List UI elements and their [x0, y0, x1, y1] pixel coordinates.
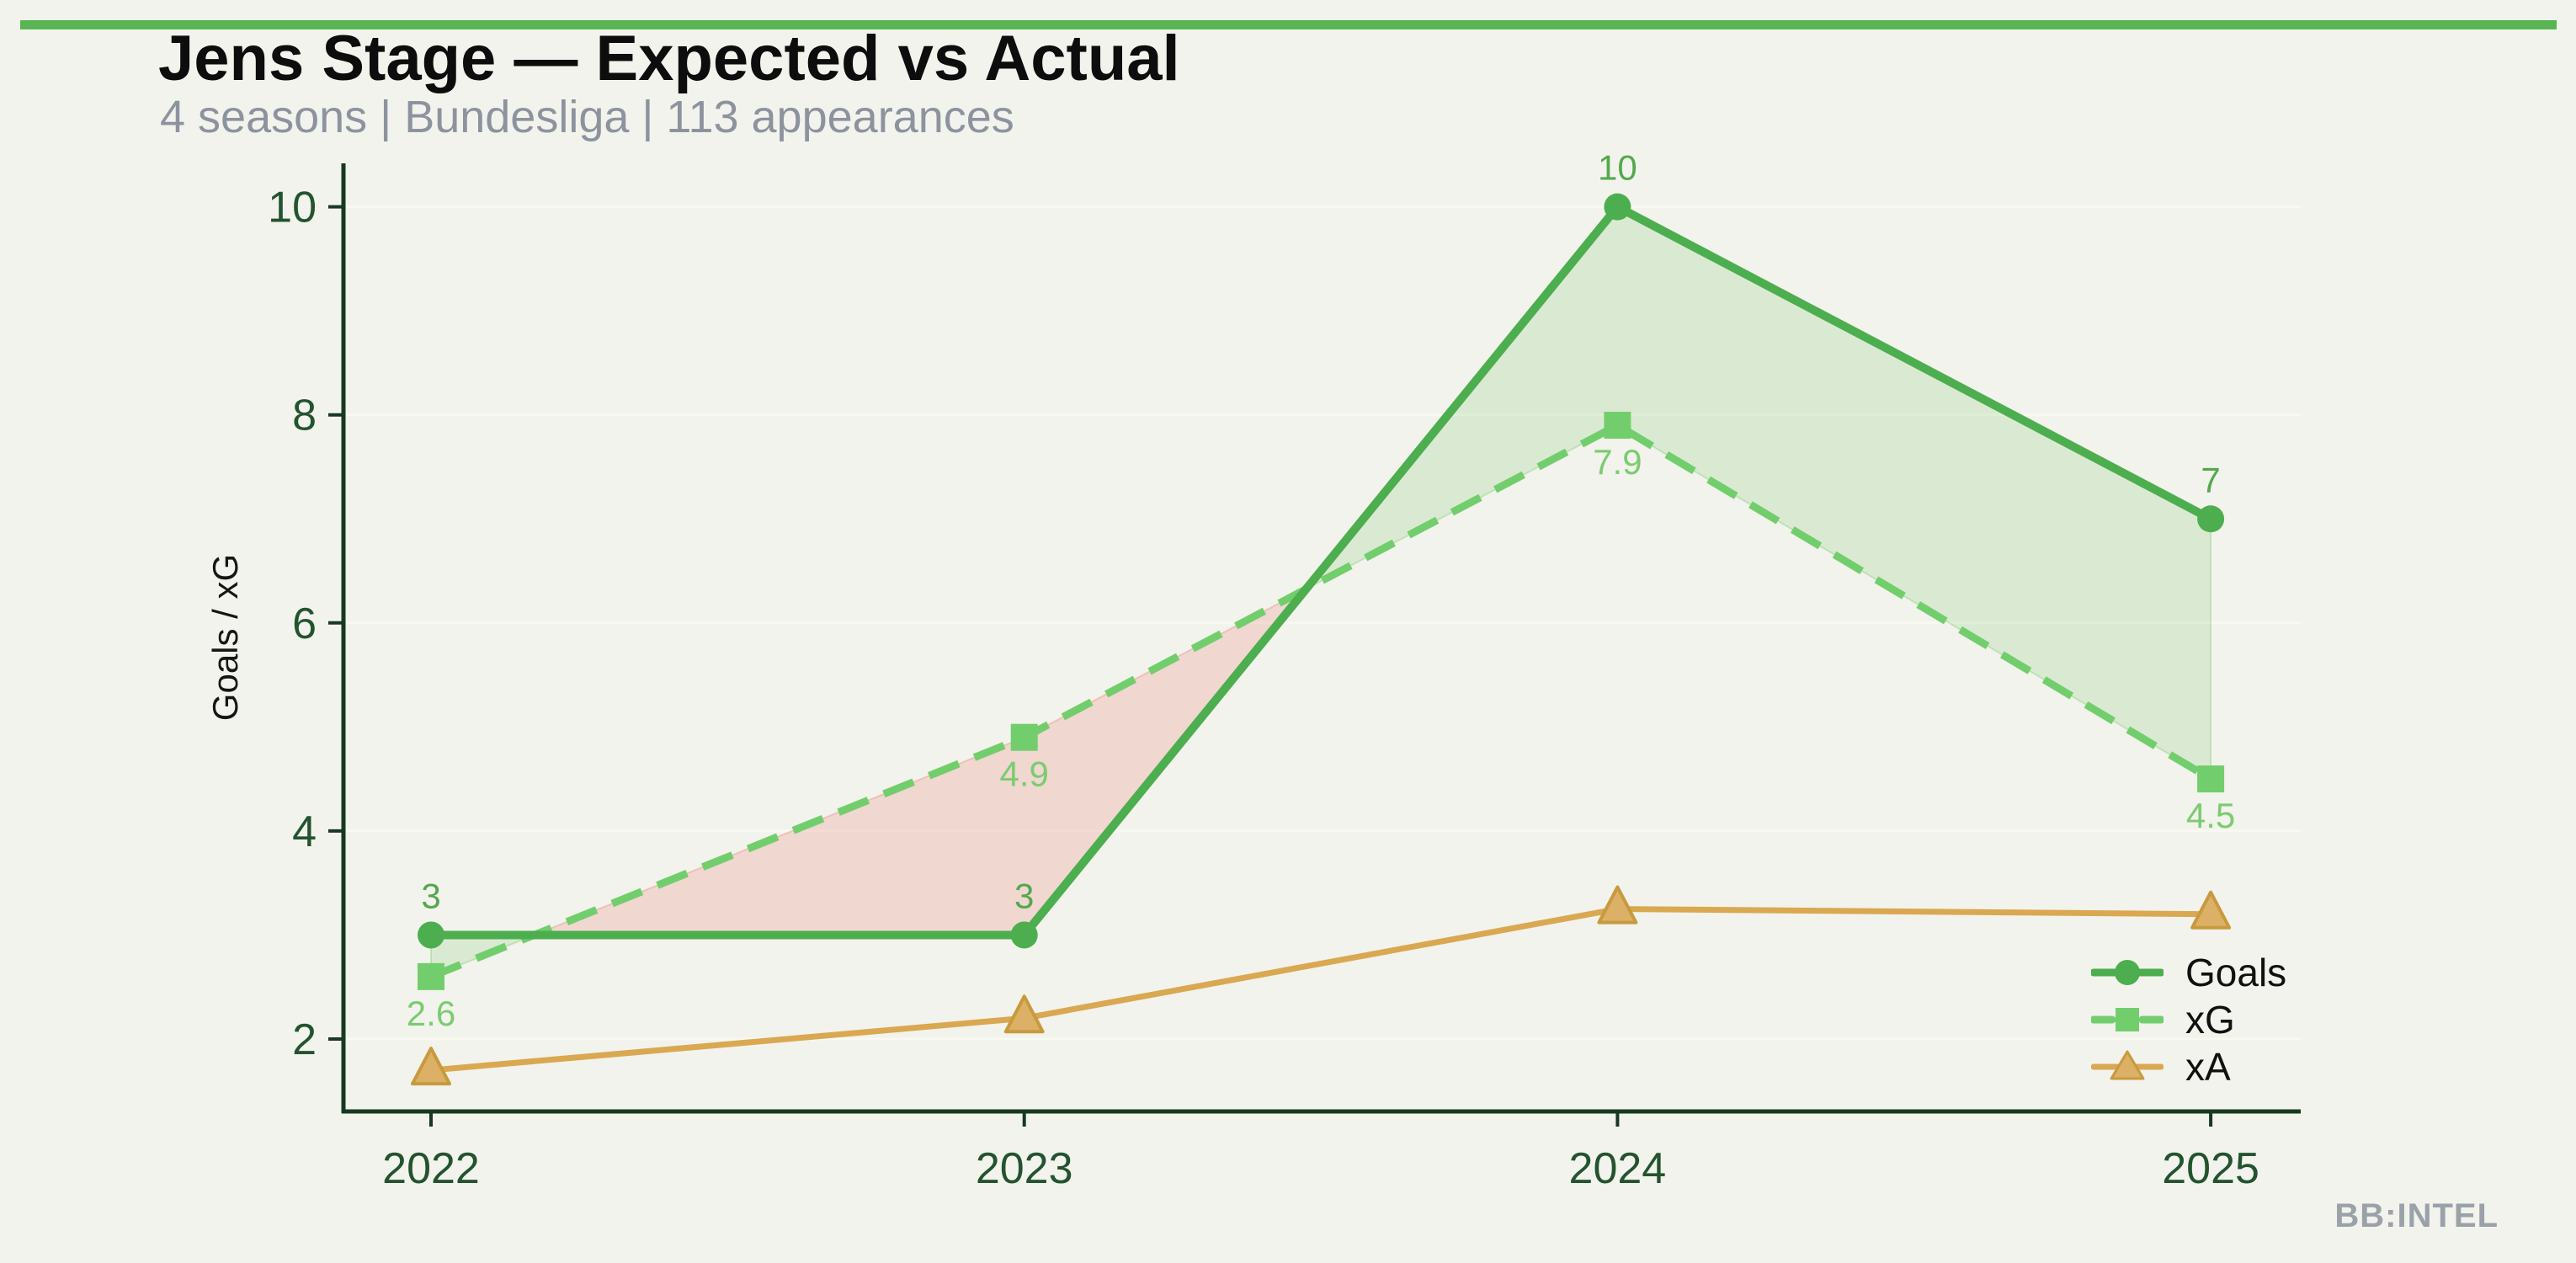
legend-item-xa: xA — [2090, 1043, 2286, 1090]
x-tick-label: 2025 — [2162, 1144, 2259, 1193]
goals-point — [418, 921, 444, 949]
xg-marker-icon — [2089, 1003, 2165, 1037]
overperformance-fill — [1305, 205, 2212, 781]
xg-point — [1604, 412, 1631, 440]
xg-point-label: 2.6 — [407, 994, 455, 1033]
x-tick-label: 2022 — [382, 1144, 480, 1193]
x-tick-label: 2024 — [1569, 1144, 1667, 1193]
y-tick-label: 8 — [292, 392, 317, 440]
goals-point-label: 3 — [1014, 876, 1034, 915]
y-tick-label: 2 — [292, 1015, 317, 1064]
xa-point — [411, 1047, 451, 1086]
goals-point-label: 7 — [2201, 460, 2220, 499]
y-tick-label: 10 — [268, 184, 317, 232]
goals-point-label: 3 — [421, 876, 440, 915]
xa-marker-icon — [2090, 1050, 2164, 1084]
goals-point — [1010, 921, 1038, 949]
x-tick-label: 2023 — [976, 1144, 1073, 1193]
page-subtitle: 4 seasons | Bundesliga | 113 appearances — [160, 92, 1014, 142]
xg-line — [429, 421, 2213, 981]
page-title: Jens Stage — Expected vs Actual — [158, 23, 1180, 94]
xa-point — [1003, 994, 1045, 1034]
xg-point-label: 4.9 — [1000, 754, 1049, 794]
xa-line — [428, 906, 2214, 1074]
xg-point — [2197, 765, 2225, 793]
y-tick-label: 6 — [292, 600, 317, 648]
legend: Goals xG xA — [2089, 949, 2287, 1090]
xg-point — [418, 962, 444, 990]
y-tick-label: 4 — [292, 807, 317, 856]
underperformance-fill — [533, 588, 1307, 936]
xg-point-label: 7.9 — [1593, 442, 1642, 482]
top-accent-bar — [20, 20, 2557, 29]
xg-point-label: 4.5 — [2186, 796, 2235, 835]
legend-label: Goals — [2185, 951, 2287, 994]
legend-item-xg: xG — [2089, 996, 2286, 1043]
goals-point — [2197, 505, 2225, 533]
xg-point — [1010, 723, 1038, 751]
goals-marker-icon — [2089, 956, 2165, 989]
xa-point — [2190, 890, 2232, 930]
legend-label: xG — [2185, 998, 2235, 1042]
goals-point — [1604, 193, 1631, 221]
goals-line — [427, 202, 2216, 940]
goals-point-label: 10 — [1598, 148, 1637, 188]
xa-point — [1597, 885, 1638, 925]
watermark: BB:INTEL — [2334, 1197, 2499, 1234]
legend-item-goals: Goals — [2089, 949, 2287, 996]
legend-label: xA — [2185, 1045, 2231, 1089]
